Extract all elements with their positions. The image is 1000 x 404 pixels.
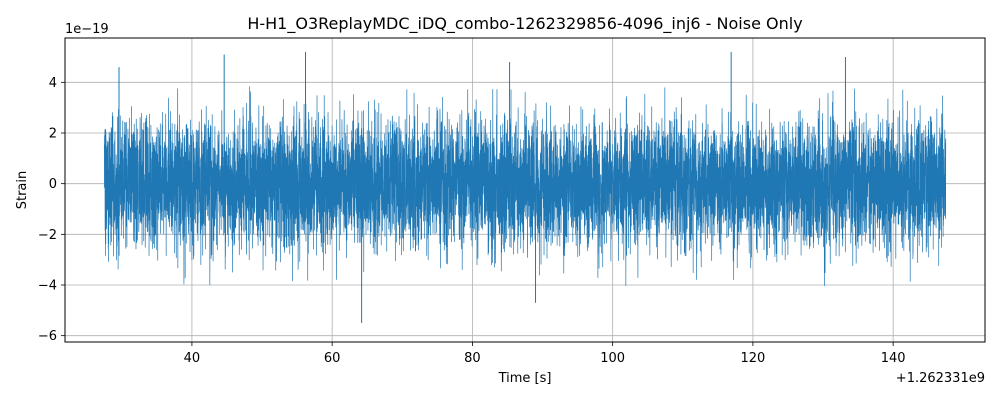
strain-series-line bbox=[103, 86, 947, 287]
x-offset-label: +1.262331e9 bbox=[896, 371, 985, 386]
x-tick-label: 80 bbox=[464, 351, 481, 366]
x-tick-label: 120 bbox=[740, 351, 765, 366]
chart-title: H-H1_O3ReplayMDC_iDQ_combo-1262329856-40… bbox=[247, 14, 802, 34]
y-tick-label: 4 bbox=[49, 76, 57, 91]
x-tick-label: 140 bbox=[881, 351, 906, 366]
y-tick-label: −2 bbox=[38, 228, 57, 243]
x-axis-label: Time [s] bbox=[498, 371, 552, 386]
x-tick-label: 40 bbox=[184, 351, 201, 366]
x-tick-label: 60 bbox=[324, 351, 341, 366]
y-tick-label: −6 bbox=[38, 329, 57, 344]
y-axis-label: Strain bbox=[15, 171, 30, 210]
x-tick-label: 100 bbox=[600, 351, 625, 366]
y-scale-label: 1e−19 bbox=[65, 22, 109, 37]
y-tick-label: −4 bbox=[38, 279, 57, 294]
plot-area bbox=[103, 51, 947, 323]
axes-frame bbox=[64, 37, 986, 343]
y-tick-label: 0 bbox=[49, 177, 57, 192]
axis-ticks: 40 60 80 100 120 140 −6 −4 −2 0 2 4 bbox=[38, 76, 906, 366]
y-tick-label: 2 bbox=[49, 127, 57, 142]
